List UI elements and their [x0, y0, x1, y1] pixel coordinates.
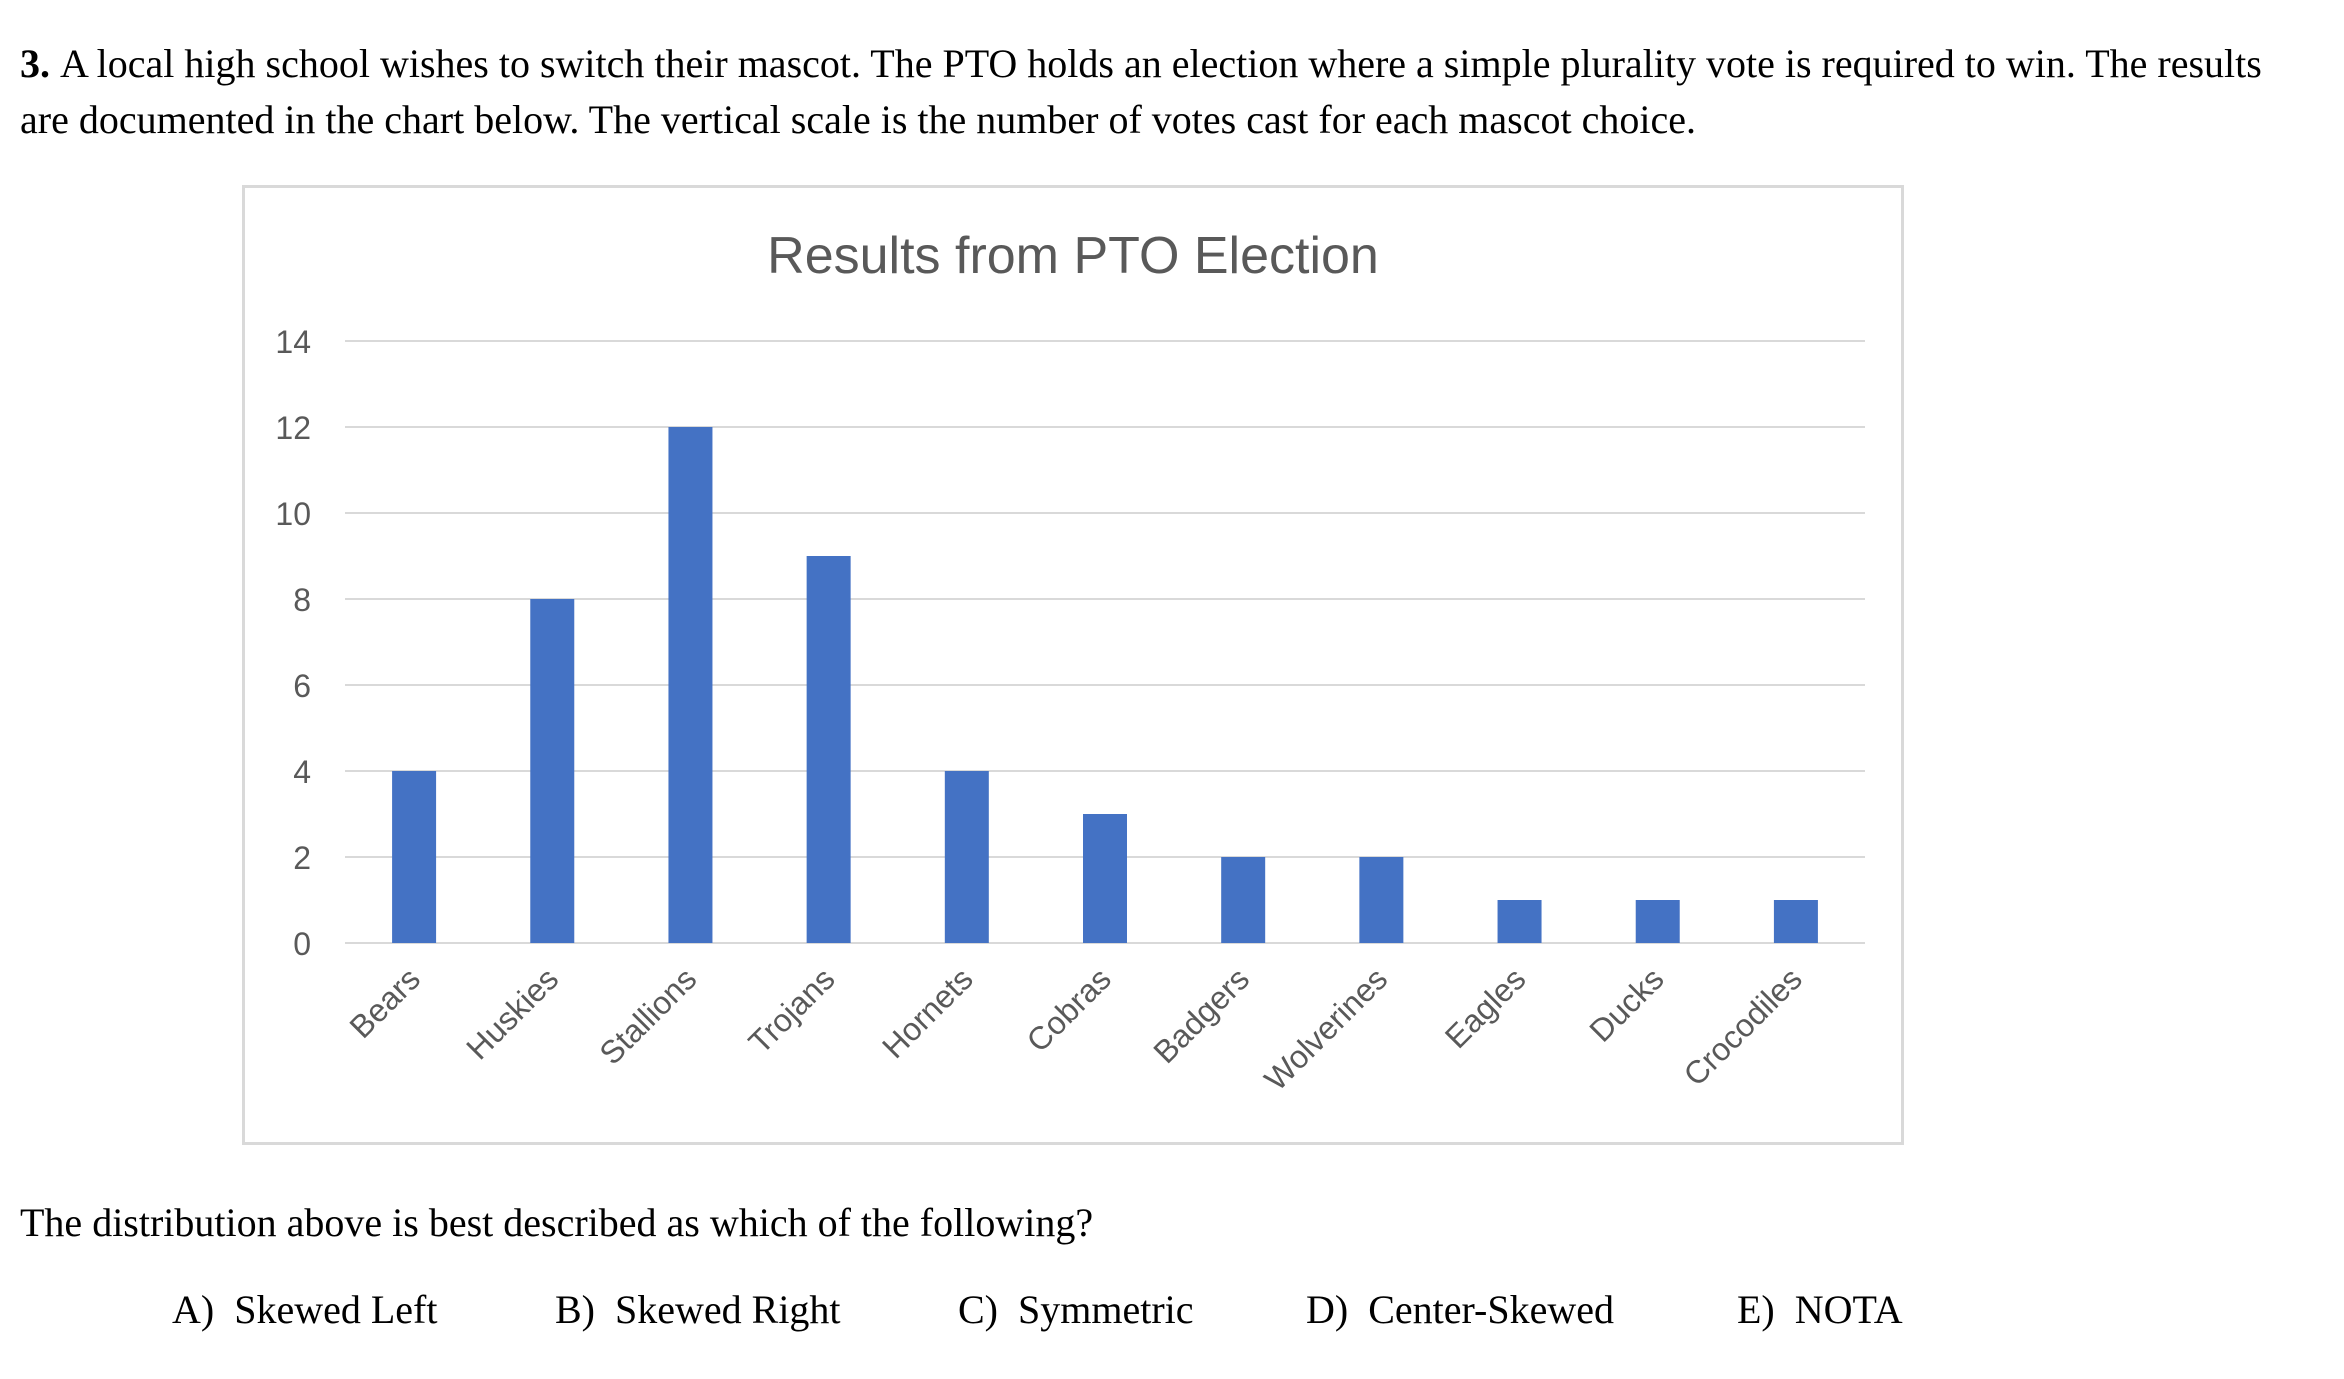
x-tick-label: Trojans [742, 960, 842, 1060]
chart-title: Results from PTO Election [767, 227, 1379, 285]
x-tick-label: Wolverines [1257, 960, 1394, 1097]
x-tick-label: Crocodiles [1677, 960, 1809, 1092]
x-tick-label: Eagles [1438, 960, 1533, 1055]
bar [1359, 857, 1404, 943]
y-tick-label: 0 [293, 926, 311, 962]
question-number: 3. [20, 41, 50, 86]
bar [1221, 857, 1266, 943]
choice-c[interactable]: C) Symmetric [958, 1282, 1194, 1338]
choice-e[interactable]: E) NOTA [1737, 1282, 1903, 1338]
bar [530, 599, 575, 943]
x-tick-label: Stallions [592, 960, 703, 1071]
y-tick-label: 14 [275, 324, 311, 360]
choice-d-label: D) [1306, 1287, 1349, 1332]
y-tick-label: 4 [293, 754, 311, 790]
y-tick-label: 12 [275, 410, 311, 446]
bar-chart: Results from PTO Election 0 2 4 6 8 10 12 14 Bea… [242, 185, 1904, 1145]
bar [1773, 900, 1818, 943]
bar [1497, 900, 1542, 943]
y-tick-label: 6 [293, 668, 311, 704]
question-body: A local high school wishes to switch the… [20, 41, 2262, 142]
y-tick-label: 2 [293, 840, 311, 876]
bar [1635, 900, 1680, 943]
x-tick-label: Hornets [875, 960, 980, 1065]
bar [668, 427, 713, 943]
y-tick-label: 10 [275, 496, 311, 532]
choice-b-text: Skewed Right [615, 1287, 841, 1332]
x-tick-label: Ducks [1582, 960, 1670, 1048]
choice-b-label: B) [555, 1287, 595, 1332]
choice-e-text: NOTA [1794, 1287, 1903, 1332]
x-tick-label: Huskies [459, 960, 565, 1066]
question-text-block: 3. A local high school wishes to switch t… [20, 36, 2300, 148]
bar [392, 771, 437, 943]
choice-c-label: C) [958, 1287, 998, 1332]
choice-a-text: Skewed Left [234, 1287, 438, 1332]
bar [1083, 814, 1127, 943]
choice-a-label: A) [172, 1287, 215, 1332]
y-tick-label: 8 [293, 582, 311, 618]
bar [806, 556, 851, 943]
bar [944, 771, 989, 943]
choice-d-text: Center-Skewed [1368, 1287, 1614, 1332]
question-prompt: The distribution above is best described… [20, 1200, 1094, 1245]
choice-e-label: E) [1737, 1287, 1775, 1332]
chart-plot: 0 2 4 6 8 10 12 14 Bears Huskies Stallions Trojans H… [275, 324, 1865, 1097]
x-tick-label: Cobras [1020, 960, 1118, 1058]
choice-b[interactable]: B) Skewed Right [555, 1282, 841, 1338]
x-tick-label: Badgers [1146, 960, 1256, 1070]
choice-a[interactable]: A) Skewed Left [172, 1282, 437, 1338]
x-tick-label: Bears [342, 960, 427, 1045]
choice-d[interactable]: D) Center-Skewed [1306, 1282, 1614, 1338]
choice-c-text: Symmetric [1018, 1287, 1194, 1332]
